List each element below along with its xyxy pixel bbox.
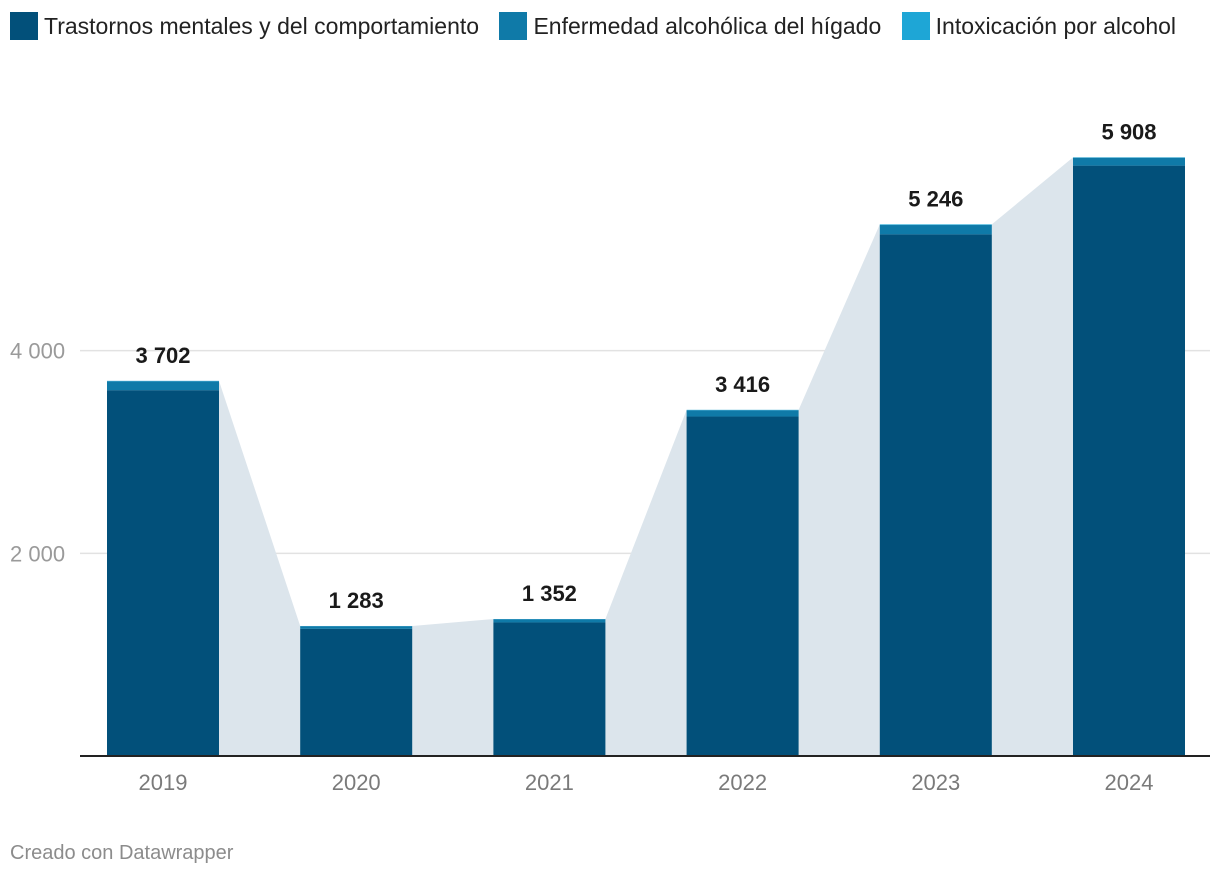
legend-item-trastornos: Trastornos mentales y del comportamiento: [10, 12, 480, 40]
bar-2022-series-1: [686, 416, 799, 756]
x-tick-label-2021: 2021: [525, 770, 574, 795]
legend-swatch-intoxicacion: [901, 12, 930, 40]
bar-2022-series-2: [686, 410, 799, 417]
total-label-2019: 3 702: [135, 343, 190, 368]
legend-swatch-trastornos: [10, 12, 38, 40]
bar-2023-series-1: [879, 234, 992, 756]
total-label-2021: 1 352: [522, 581, 577, 606]
total-label-2022: 3 416: [715, 372, 770, 397]
y-tick-label-4000: 4 000: [10, 339, 65, 364]
footer-credit: Creado con Datawrapper: [10, 842, 234, 864]
y-tick-label-2000: 2 000: [10, 541, 65, 566]
total-label-2023: 5 246: [908, 186, 963, 211]
x-tick-label-2023: 2023: [911, 770, 960, 795]
x-tick-label-2024: 2024: [1105, 770, 1154, 795]
bar-2020-series-2: [300, 626, 413, 629]
x-tick-label-2020: 2020: [332, 770, 381, 795]
x-tick-label-2019: 2019: [139, 770, 188, 795]
legend: Trastornos mentales y del comportamiento…: [10, 8, 1200, 44]
legend-item-intoxicacion: Intoxicación por alcohol: [901, 12, 1177, 40]
x-tick-label-2022: 2022: [718, 770, 767, 795]
total-label-2020: 1 283: [329, 588, 384, 613]
bar-2021-series-2: [493, 619, 606, 623]
legend-label-trastornos: Trastornos mentales y del comportamiento: [44, 13, 480, 39]
bar-2023-series-2: [879, 225, 992, 235]
legend-label-higado: Enfermedad alcohólica del hígado: [533, 13, 882, 39]
bar-2019-series-2: [107, 381, 219, 391]
legend-item-higado: Enfermedad alcohólica del hígado: [499, 12, 882, 40]
bar-2024-series-2: [1073, 157, 1185, 166]
bar-2023-series-3: [879, 224, 992, 226]
total-area: [107, 157, 1185, 757]
legend-swatch-higado: [499, 12, 528, 40]
bar-2024-series-1: [1073, 165, 1185, 756]
bar-2019-series-1: [107, 390, 219, 756]
bar-2020-series-1: [300, 628, 413, 756]
bar-2021-series-1: [493, 622, 606, 756]
total-label-2024: 5 908: [1101, 119, 1156, 144]
legend-label-intoxicacion: Intoxicación por alcohol: [935, 13, 1177, 39]
